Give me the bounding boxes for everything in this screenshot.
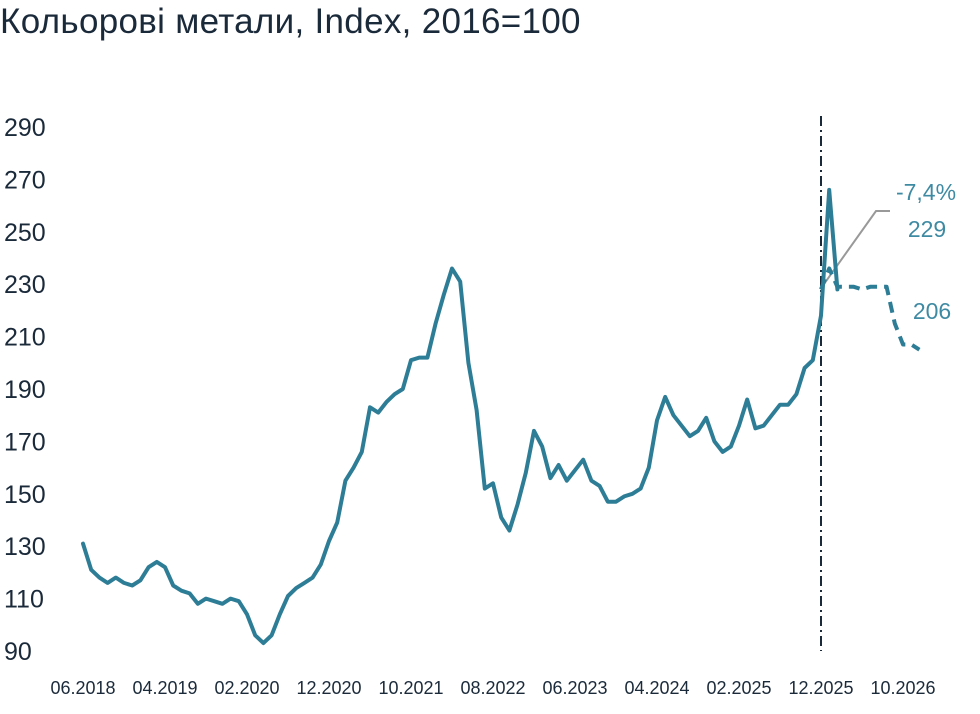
- x-tick-label: 12.2020: [296, 678, 361, 698]
- actual-series-line: [81, 187, 840, 646]
- x-tick-label: 02.2020: [214, 678, 279, 698]
- series-group: [81, 187, 921, 646]
- annotation-change-pct: -7,4%: [896, 179, 956, 205]
- y-tick-label: 110: [4, 586, 44, 614]
- y-tick-label: 290: [4, 114, 46, 142]
- x-tick-label: 10.2026: [870, 678, 935, 698]
- x-tick-label: 10.2021: [378, 678, 443, 698]
- y-tick-label: 130: [4, 533, 46, 561]
- annotation-value-206: 206: [913, 298, 951, 324]
- y-tick-label: 250: [4, 219, 46, 247]
- x-tick-label: 04.2019: [132, 678, 197, 698]
- annotation-value-229: 229: [908, 216, 946, 242]
- x-tick-label: 06.2018: [50, 678, 115, 698]
- y-tick-label: 270: [4, 166, 46, 194]
- x-axis-ticks: 06.2018 04.2019 02.2020 12.2020 10.2021 08.20…: [50, 678, 935, 698]
- x-tick-label: 12.2025: [788, 678, 853, 698]
- y-tick-label: 230: [4, 271, 46, 299]
- x-tick-label: 08.2022: [460, 678, 525, 698]
- x-tick-label: 04.2024: [624, 678, 689, 698]
- x-tick-label: 02.2025: [706, 678, 771, 698]
- y-tick-label: 210: [4, 324, 46, 352]
- annotation-leader-line: [822, 210, 890, 287]
- y-tick-label: 90: [4, 638, 32, 666]
- x-tick-label: 06.2023: [542, 678, 607, 698]
- y-tick-label: 150: [4, 481, 46, 509]
- y-axis-ticks: 90 110 130 150 170 190 210 230 250 270 290: [4, 114, 46, 666]
- y-tick-label: 190: [4, 376, 46, 404]
- y-tick-label: 170: [4, 428, 46, 456]
- forecast-series-line: [819, 266, 921, 352]
- chart-title: Кольорові метали, Index, 2016=100: [0, 2, 581, 41]
